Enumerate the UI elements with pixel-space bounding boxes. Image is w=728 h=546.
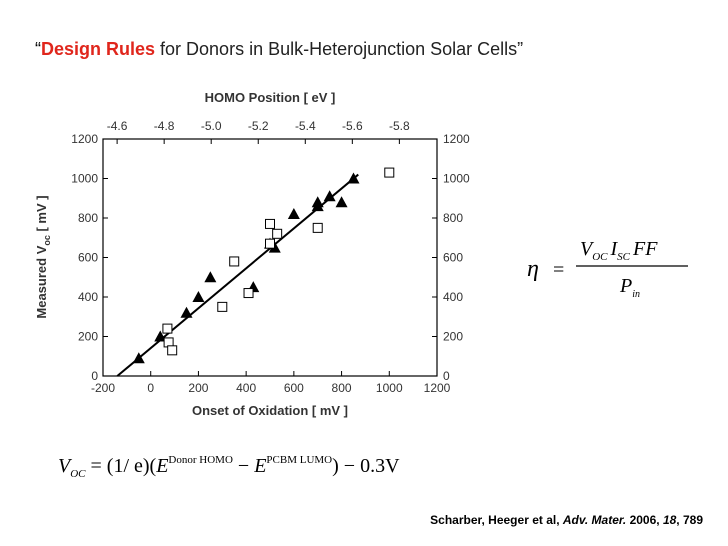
eq-symbol: P: [619, 275, 632, 297]
x2-axis-title: HOMO Position [ eV ]: [205, 90, 336, 105]
data-point: [243, 288, 254, 299]
data-point: [154, 330, 167, 342]
x-tick-label: 1000: [376, 381, 403, 395]
voc-equation: VOC = (1/ e)(EDonor HOMO − EPCBM LUMO) −…: [58, 454, 400, 480]
numerator: VOC ISC FF: [580, 238, 658, 263]
x2-tick-label: -5.2: [248, 119, 269, 133]
y2-tick-label: 1200: [443, 132, 470, 146]
x2-tick-label: -4.6: [107, 119, 128, 133]
title-highlight: Design Rules: [41, 39, 155, 59]
data-point: [167, 345, 178, 356]
y-tick-label: 600: [78, 251, 98, 265]
x-tick-label: 600: [284, 381, 304, 395]
y-tick-label: 400: [78, 290, 98, 304]
y2-tick-label: 800: [443, 211, 463, 225]
y-tick-label: 1000: [71, 172, 98, 186]
citation: Scharber, Heeger et al, Adv. Mater. 2006…: [430, 513, 703, 527]
y-axis-title: Measured Voc [ mV ]: [34, 195, 52, 318]
citation-pages: , 789: [676, 513, 703, 527]
data-point: [323, 190, 336, 202]
data-point: [287, 208, 300, 220]
x-tick-label: -200: [91, 381, 115, 395]
data-point: [180, 306, 193, 318]
eq-symbol: E: [253, 455, 266, 477]
y-tick-label: 200: [78, 330, 98, 344]
y2-tick-label: 600: [443, 251, 463, 265]
chart: HOMO Position [ eV ] Onset of Oxidation …: [34, 90, 470, 418]
data-point: [347, 172, 360, 184]
data-point: [265, 238, 275, 249]
data-point: [312, 222, 323, 233]
x2-tick-label: -4.8: [154, 119, 175, 133]
eq-superscript: PCBM LUMO: [266, 454, 332, 466]
data-point: [265, 218, 275, 229]
y-tick-label: 0: [91, 369, 98, 383]
title-rest: for Donors in Bulk-Heterojunction Solar …: [155, 39, 523, 59]
data-point: [311, 196, 324, 208]
data-point: [132, 352, 145, 364]
citation-year: 2006,: [626, 513, 663, 527]
x-tick-label: 200: [188, 381, 208, 395]
eta: η: [527, 256, 539, 282]
data-point: [162, 323, 173, 334]
eq-symbol: E: [155, 455, 168, 477]
eq-symbol: V: [580, 238, 595, 260]
data-point: [335, 196, 348, 208]
x-tick-label: 0: [147, 381, 154, 395]
denominator: Pin: [619, 275, 640, 300]
eq-symbol: I: [610, 238, 619, 260]
title-quote: “: [35, 39, 41, 59]
x-tick-label: 800: [332, 381, 352, 395]
data-point: [229, 256, 240, 267]
x2-tick-label: -5.8: [389, 119, 410, 133]
slide-title: “Design Rules for Donors in Bulk-Heteroj…: [35, 39, 523, 59]
citation-volume: 18: [663, 513, 677, 527]
eq-subscript: SC: [617, 251, 631, 263]
data-point: [204, 271, 217, 283]
x2-tick-label: -5.0: [201, 119, 222, 133]
y-tick-label: 1200: [71, 132, 98, 146]
x-tick-label: 400: [236, 381, 256, 395]
x2-tick-label: -5.6: [342, 119, 363, 133]
eq-symbol: FF: [632, 238, 658, 260]
y-title-text: [ mV ]: [34, 195, 49, 235]
x2-tick-label: -5.4: [295, 119, 316, 133]
eq-subscript: in: [632, 289, 640, 300]
eq-text: ) − 0.3V: [332, 455, 400, 477]
y-title-subscript: oc: [42, 235, 52, 246]
eq-superscript: Donor HOMO: [168, 454, 233, 466]
x-axis-title: Onset of Oxidation [ mV ]: [192, 403, 348, 418]
y-title-text: Measured V: [34, 245, 49, 318]
data-point: [217, 301, 228, 312]
data-point: [272, 228, 283, 239]
y2-tick-label: 400: [443, 290, 463, 304]
efficiency-equation: η = VOC ISC FF Pin: [527, 238, 688, 300]
eq-subscript: OC: [592, 251, 608, 263]
eq-text: = (1/ e)(: [86, 455, 157, 477]
y-tick-label: 800: [78, 211, 98, 225]
eq-text: −: [233, 455, 254, 477]
y2-tick-label: 0: [443, 369, 450, 383]
data-point: [192, 291, 205, 302]
y2-tick-label: 1000: [443, 172, 470, 186]
citation-journal: Adv. Mater.: [562, 513, 626, 527]
data-point: [384, 167, 395, 178]
eq-symbol: V: [58, 455, 73, 477]
eq-subscript: OC: [70, 468, 86, 480]
equals: =: [553, 259, 564, 281]
citation-authors: Scharber, Heeger et al,: [430, 513, 563, 527]
y2-tick-label: 200: [443, 330, 463, 344]
x-tick-label: 1200: [424, 381, 451, 395]
